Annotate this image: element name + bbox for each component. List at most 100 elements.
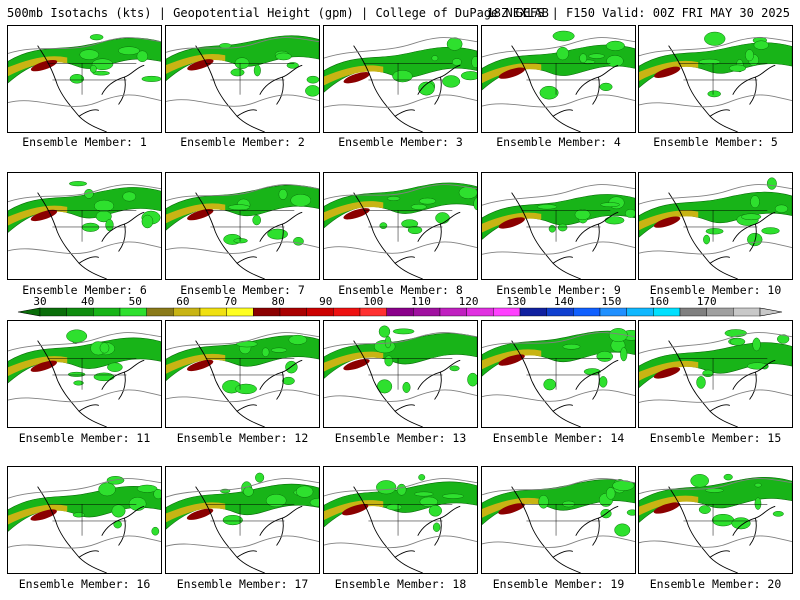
- ensemble-member-label: Ensemble Member: 1: [22, 135, 147, 149]
- isotach-map: [324, 325, 477, 427]
- ensemble-member-label: Ensemble Member: 14: [492, 431, 625, 445]
- isotach-map: [639, 473, 792, 573]
- ensemble-map-panel: [7, 466, 162, 574]
- colorbar-tick-label: 140: [554, 295, 574, 308]
- map-title: 500mb Isotachs (kts) | Geopotential Heig…: [7, 6, 549, 20]
- colorbar-swatch: [519, 307, 547, 317]
- colorbar-tick-label: 30: [33, 295, 46, 308]
- ensemble-member-label: Ensemble Member: 5: [653, 135, 778, 149]
- isotach-map: [8, 181, 161, 279]
- ensemble-member-label: Ensemble Member: 20: [649, 577, 782, 591]
- ensemble-member-label: Ensemble Member: 9: [496, 283, 621, 297]
- ensemble-map-panel: [165, 25, 320, 133]
- colorbar-tick-label: 150: [601, 295, 621, 308]
- colorbar-swatch: [599, 307, 627, 317]
- colorbar-tick-label: 60: [176, 295, 189, 308]
- colorbar-tick-label: 50: [129, 295, 142, 308]
- colorbar-swatch: [226, 307, 254, 317]
- ensemble-member-label: Ensemble Member: 11: [18, 431, 151, 445]
- isotach-map: [324, 37, 477, 132]
- colorbar-tick-label: 110: [411, 295, 431, 308]
- isotach-map: [166, 332, 319, 427]
- ensemble-map-panel: [7, 320, 162, 428]
- colorbar-tick-label: 130: [506, 295, 526, 308]
- ensemble-map-panel: [638, 25, 793, 133]
- ensemble-member-label: Ensemble Member: 3: [338, 135, 463, 149]
- colorbar-min-arrow: [17, 307, 41, 317]
- colorbar-swatch: [679, 307, 707, 317]
- ensemble-map-panel: [7, 172, 162, 280]
- ensemble-map-panel: [638, 466, 793, 574]
- ensemble-map-panel: [481, 25, 636, 133]
- isotach-map: [166, 35, 319, 132]
- colorbar-tick-label: 70: [224, 295, 237, 308]
- colorbar-tick-label: 40: [81, 295, 94, 308]
- colorbar-swatch: [146, 307, 174, 317]
- colorbar-tick-label: 90: [319, 295, 332, 308]
- isotach-map: [482, 478, 635, 573]
- ensemble-member-label: Ensemble Member: 10: [649, 283, 782, 297]
- colorbar-swatch: [66, 307, 94, 317]
- ensemble-member-label: Ensemble Member: 15: [649, 431, 782, 445]
- colorbar-swatch: [733, 307, 761, 317]
- isotach-map: [8, 34, 161, 132]
- colorbar-tick-label: 170: [697, 295, 717, 308]
- ensemble-member-label: Ensemble Member: 4: [496, 135, 621, 149]
- colorbar-swatch: [253, 307, 281, 317]
- isotach-map: [324, 474, 477, 573]
- ensemble-map-panel: [481, 172, 636, 280]
- colorbar-swatch: [493, 307, 521, 317]
- ensemble-member-label: Ensemble Member: 6: [22, 283, 147, 297]
- colorbar-swatch: [546, 307, 574, 317]
- colorbar-tick-label: 120: [459, 295, 479, 308]
- colorbar-swatch: [173, 307, 201, 317]
- colorbar-swatch: [439, 307, 467, 317]
- colorbar-swatch: [199, 307, 227, 317]
- isotach-map: [166, 184, 319, 279]
- ensemble-map-panel: [165, 172, 320, 280]
- ensemble-map-panel: [165, 320, 320, 428]
- colorbar-swatch: [39, 307, 67, 317]
- ensemble-map-panel: [7, 25, 162, 133]
- ensemble-member-label: Ensemble Member: 2: [180, 135, 305, 149]
- isotach-map: [482, 184, 635, 279]
- ensemble-map-panel: [323, 466, 478, 574]
- colorbar-swatch: [359, 307, 387, 317]
- colorbar-tick-label: 160: [649, 295, 669, 308]
- colorbar-swatch: [279, 307, 307, 317]
- colorbar-swatch: [573, 307, 601, 317]
- ensemble-member-label: Ensemble Member: 13: [334, 431, 467, 445]
- colorbar-swatch: [626, 307, 654, 317]
- colorbar-swatch: [653, 307, 681, 317]
- ensemble-map-panel: [638, 172, 793, 280]
- ensemble-map-panel: [638, 320, 793, 428]
- colorbar-swatch: [119, 307, 147, 317]
- isotach-map: [482, 328, 635, 427]
- isotach-map: [639, 177, 792, 279]
- ensemble-map-panel: [165, 466, 320, 574]
- ensemble-member-label: Ensemble Member: 7: [180, 283, 305, 297]
- isotach-map: [8, 329, 161, 427]
- ensemble-member-label: Ensemble Member: 18: [334, 577, 467, 591]
- isotach-map: [324, 182, 477, 279]
- ensemble-member-label: Ensemble Member: 8: [338, 283, 463, 297]
- isotach-map: [166, 472, 319, 573]
- ensemble-map-panel: [323, 172, 478, 280]
- colorbar-swatch: [306, 307, 334, 317]
- ensemble-map-panel: [481, 320, 636, 428]
- wind-speed-colorbar: 30 40 50 60 70 80 90 100 110 120 130 140 150 160 170: [17, 295, 783, 317]
- colorbar-swatch: [333, 307, 361, 317]
- isotach-map: [639, 31, 792, 132]
- ensemble-member-label: Ensemble Member: 12: [176, 431, 309, 445]
- colorbar-swatch: [93, 307, 121, 317]
- ensemble-member-label: Ensemble Member: 19: [492, 577, 625, 591]
- isotach-map: [482, 30, 635, 132]
- colorbar-max-arrow: [759, 307, 783, 317]
- isotach-map: [8, 476, 161, 573]
- isotach-map: [639, 329, 792, 427]
- ensemble-member-label: Ensemble Member: 16: [18, 577, 151, 591]
- ensemble-map-panel: [323, 25, 478, 133]
- colorbar-swatch: [706, 307, 734, 317]
- run-valid-time: 18Z GEFS | F150 Valid: 00Z FRI MAY 30 20…: [486, 6, 790, 20]
- colorbar-tick-label: 80: [271, 295, 284, 308]
